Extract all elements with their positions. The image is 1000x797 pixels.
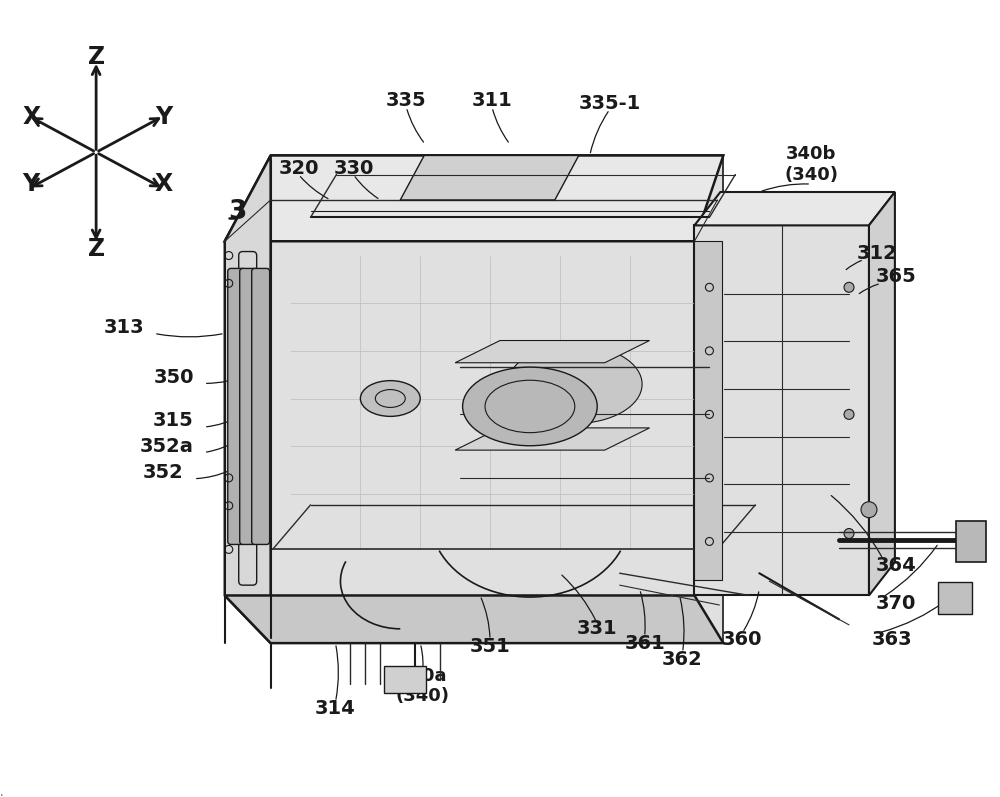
Polygon shape [225, 155, 271, 643]
Polygon shape [694, 226, 869, 595]
Polygon shape [455, 428, 650, 450]
Text: 362: 362 [662, 650, 703, 669]
Text: 315: 315 [153, 411, 194, 430]
Text: 313: 313 [103, 317, 144, 336]
Text: 312: 312 [857, 244, 897, 263]
Circle shape [844, 410, 854, 419]
Text: Z: Z [88, 238, 105, 261]
FancyBboxPatch shape [384, 666, 426, 693]
Text: 352: 352 [143, 463, 184, 482]
Polygon shape [694, 192, 895, 226]
Text: 340b
(340): 340b (340) [784, 145, 838, 183]
Text: 364: 364 [876, 556, 916, 575]
Text: 352a: 352a [140, 437, 194, 456]
Ellipse shape [507, 345, 642, 423]
Text: 363: 363 [872, 630, 912, 649]
Circle shape [861, 502, 877, 518]
Polygon shape [225, 595, 723, 643]
Text: 351: 351 [470, 637, 510, 656]
Polygon shape [225, 155, 723, 241]
Text: X: X [22, 104, 40, 128]
Circle shape [844, 528, 854, 539]
Polygon shape [455, 340, 650, 363]
Text: 331: 331 [576, 619, 617, 638]
Text: 340a
(340): 340a (340) [395, 666, 449, 705]
Polygon shape [400, 155, 579, 200]
Text: 3: 3 [229, 199, 247, 225]
Polygon shape [869, 192, 895, 595]
Text: 335-1: 335-1 [579, 93, 641, 112]
Text: 311: 311 [472, 91, 512, 110]
Text: 335: 335 [386, 91, 427, 110]
FancyBboxPatch shape [252, 269, 270, 544]
Polygon shape [271, 155, 723, 643]
Text: Y: Y [23, 172, 40, 196]
Ellipse shape [360, 381, 420, 416]
FancyBboxPatch shape [938, 582, 972, 614]
Text: 350: 350 [153, 367, 194, 387]
FancyBboxPatch shape [956, 520, 986, 563]
Circle shape [844, 282, 854, 292]
Text: Z: Z [88, 45, 105, 69]
Polygon shape [694, 241, 722, 579]
Text: 361: 361 [624, 634, 665, 653]
Ellipse shape [463, 367, 597, 446]
FancyBboxPatch shape [228, 269, 246, 544]
Text: Y: Y [155, 104, 173, 128]
Text: 360: 360 [722, 630, 763, 649]
Text: 370: 370 [876, 594, 916, 613]
Text: 320: 320 [278, 159, 319, 178]
Text: X: X [155, 172, 173, 196]
FancyBboxPatch shape [240, 269, 258, 544]
Text: 314: 314 [315, 699, 356, 718]
Text: 330: 330 [333, 159, 374, 178]
Text: 365: 365 [876, 268, 916, 286]
